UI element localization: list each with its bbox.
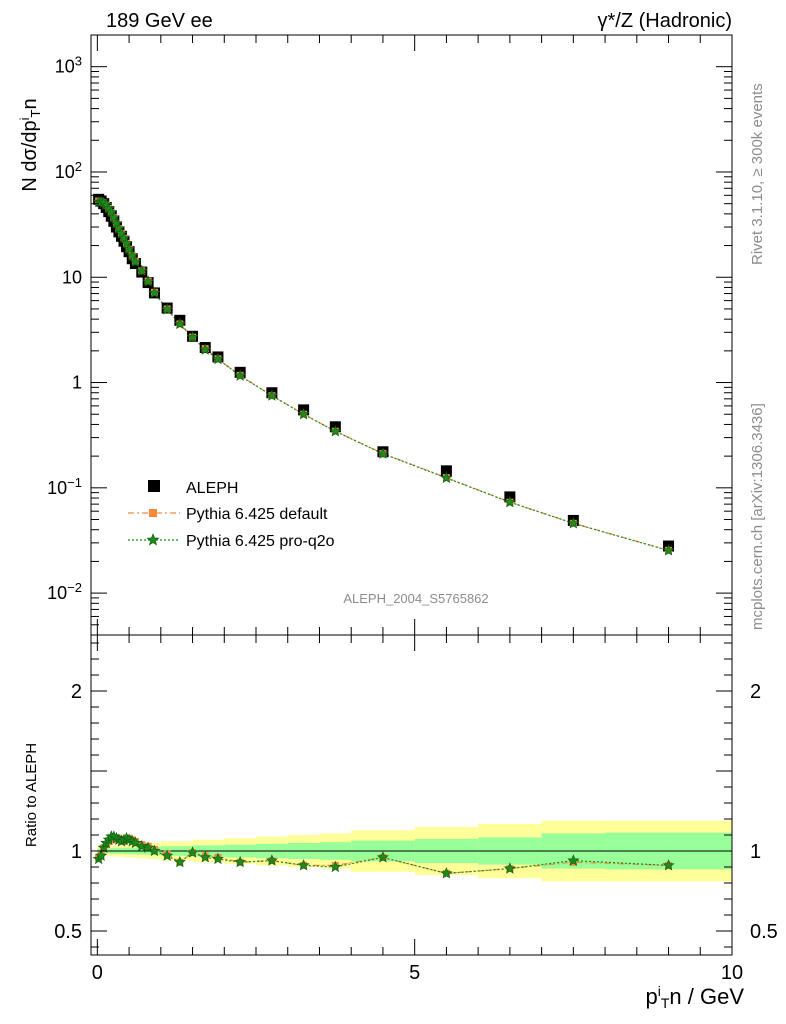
x-tick-label: 10 bbox=[721, 962, 743, 984]
mcplots-label: mcplots.cern.ch [arXiv:1306.3436] bbox=[749, 403, 766, 630]
x-tick-label: 0 bbox=[92, 962, 103, 984]
main-y-axis-label: N dσ/dpiTn bbox=[17, 98, 43, 191]
legend-mc2-marker bbox=[146, 533, 160, 546]
data-point-mc2 bbox=[126, 249, 139, 261]
data-point-mc2 bbox=[662, 544, 675, 556]
ratio-point-mc2 bbox=[129, 836, 142, 849]
ratio-point-mc2 bbox=[376, 851, 389, 863]
data-point-mc2 bbox=[503, 495, 516, 508]
legend-data-marker bbox=[148, 480, 160, 492]
data-point-mc2 bbox=[117, 231, 131, 244]
series-line-mc1 bbox=[98, 200, 669, 551]
ratio-y-tick-label-right: 2 bbox=[750, 681, 761, 703]
ratio-y-axis-label: Ratio to ALEPH bbox=[23, 743, 40, 847]
data-point-mc2 bbox=[173, 317, 186, 330]
data-point-mc2 bbox=[107, 211, 120, 223]
ratio-point-mc2 bbox=[135, 839, 148, 852]
ratio-plot-marks bbox=[92, 830, 675, 879]
data-point-mc2 bbox=[376, 447, 389, 459]
data-point-mc2 bbox=[329, 425, 342, 437]
data-point-mc2 bbox=[142, 275, 155, 287]
ratio-point-mc2 bbox=[329, 860, 342, 873]
legend-data-label: ALEPH bbox=[186, 480, 238, 497]
ratio-point-mc2 bbox=[199, 851, 212, 863]
y-tick-label: 10 bbox=[62, 267, 82, 287]
main-axis-ticks: 10−2 10−1 1 10 102 103 bbox=[47, 34, 733, 636]
data-point-mc2 bbox=[567, 517, 580, 529]
data-point-mc2 bbox=[186, 330, 199, 343]
y-tick-label: 10−1 bbox=[47, 474, 82, 498]
ratio-y-tick-label-right: 1 bbox=[750, 841, 761, 863]
left-title: 189 GeV ee bbox=[106, 10, 213, 32]
ratio-plot-frame bbox=[90, 634, 733, 956]
data-point-mc2 bbox=[120, 237, 133, 249]
ratio-point-mc2 bbox=[440, 867, 453, 879]
ratio-point-mc2 bbox=[503, 862, 516, 874]
analysis-id-label: ALEPH_2004_S5765862 bbox=[343, 591, 488, 606]
series-line-mc2 bbox=[98, 201, 669, 552]
data-point-mc2 bbox=[234, 369, 247, 381]
data-point-mc2 bbox=[135, 264, 148, 276]
data-point-aleph bbox=[440, 465, 452, 477]
ratio-point-mc2 bbox=[95, 849, 108, 861]
legend: ALEPH Pythia 6.425 default Pythia 6.425 … bbox=[128, 480, 335, 550]
data-point-mc2 bbox=[297, 407, 310, 420]
y-tick-label: 102 bbox=[55, 158, 82, 182]
data-point-mc2 bbox=[265, 389, 278, 401]
legend-mc1-marker bbox=[149, 509, 157, 517]
y-tick-label: 10−2 bbox=[47, 580, 82, 604]
ratio-point-mc2 bbox=[173, 855, 186, 868]
ratio-y-tick-label: 2 bbox=[71, 681, 82, 703]
data-point-mc2 bbox=[440, 471, 453, 484]
data-point-mc2 bbox=[161, 303, 174, 315]
data-point-mc2 bbox=[148, 286, 161, 299]
ratio-point-mc2 bbox=[148, 844, 161, 857]
ratio-point-mc2 bbox=[142, 841, 155, 853]
data-point-mc2 bbox=[211, 352, 224, 365]
legend-mc1-label: Pythia 6.425 default bbox=[186, 506, 328, 523]
data-point-mc2 bbox=[105, 205, 118, 218]
y-tick-label: 103 bbox=[55, 53, 82, 77]
ratio-point-mc2 bbox=[161, 849, 174, 861]
data-point-mc2 bbox=[112, 222, 125, 234]
ratio-axis-ticks: 0.5 0.5 1 1 2 2 0 5 10 bbox=[54, 635, 778, 984]
rivet-label: Rivet 3.1.10, ≥ 300k events bbox=[749, 83, 766, 265]
ratio-point-mc2 bbox=[265, 854, 278, 866]
ratio-point-mc2 bbox=[662, 859, 675, 871]
x-tick-label: 5 bbox=[409, 962, 420, 984]
ratio-y-tick-label: 1 bbox=[71, 841, 82, 863]
ratio-point-mc2 bbox=[211, 852, 224, 865]
y-tick-label: 1 bbox=[72, 373, 82, 393]
data-point-mc2 bbox=[115, 227, 128, 239]
data-point-mc2 bbox=[123, 242, 136, 255]
data-point-mc2 bbox=[110, 217, 123, 229]
main-plot-marks bbox=[92, 193, 675, 556]
ratio-point-mc2 bbox=[297, 859, 310, 871]
main-plot-panel: 10−2 10−1 1 10 102 103 bbox=[47, 34, 733, 636]
ratio-point-mc2 bbox=[186, 846, 199, 858]
ratio-point-mc2 bbox=[567, 854, 580, 866]
legend-mc2-label: Pythia 6.425 pro-q2o bbox=[186, 533, 335, 550]
ratio-plot-panel: 0.5 0.5 1 1 2 2 0 5 10 bbox=[54, 634, 778, 984]
x-axis-label: piTn / GeV bbox=[645, 983, 744, 1011]
ratio-point-mc2 bbox=[234, 855, 247, 868]
data-point-mc2 bbox=[129, 255, 142, 267]
right-title: γ*/Z (Hadronic) bbox=[598, 10, 732, 32]
data-point-mc2 bbox=[199, 343, 212, 355]
ratio-y-tick-label-right: 0.5 bbox=[750, 921, 778, 943]
ratio-y-tick-label: 0.5 bbox=[54, 921, 82, 943]
